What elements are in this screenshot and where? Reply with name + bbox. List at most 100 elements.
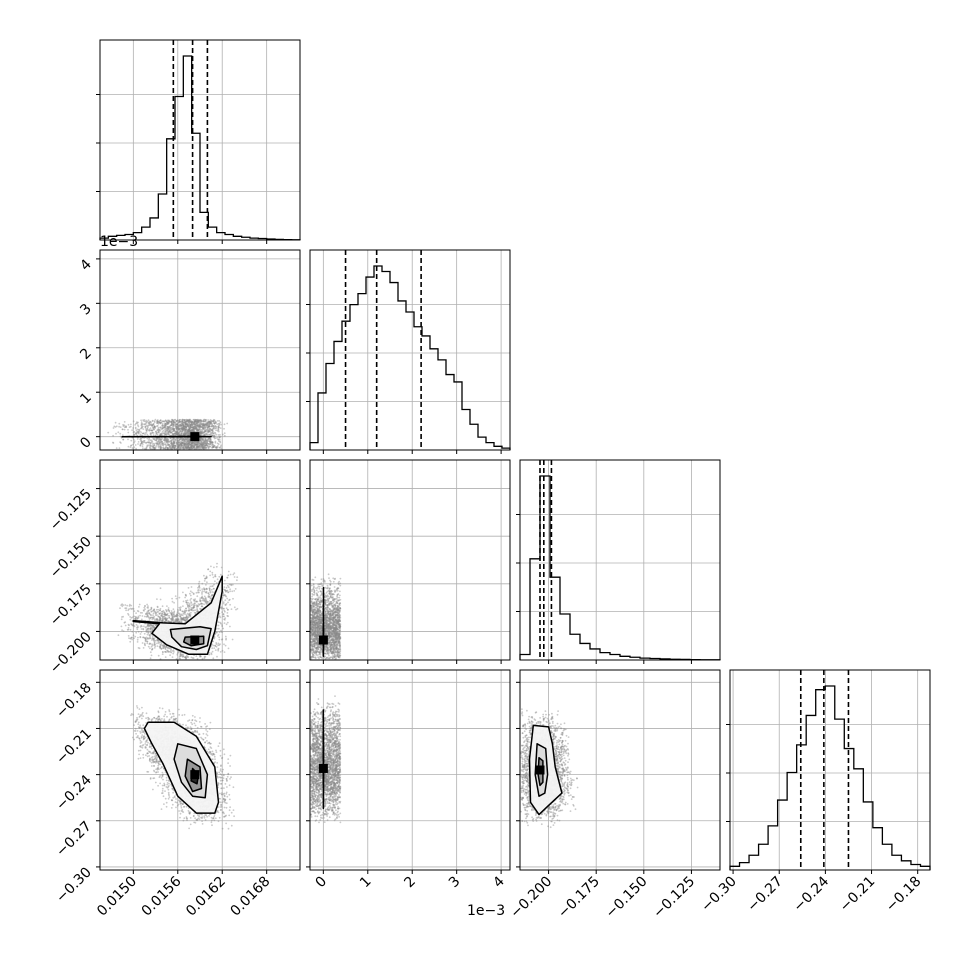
scatter-point	[167, 649, 169, 652]
scatter-point	[184, 422, 187, 425]
scatter-point	[176, 432, 179, 434]
scatter-point	[146, 633, 149, 636]
scatter-point	[185, 619, 188, 621]
scatter-point	[214, 425, 217, 428]
scatter-point	[127, 609, 130, 612]
scatter-point	[133, 637, 135, 640]
scatter-point	[209, 432, 212, 434]
scatter-point	[185, 420, 188, 423]
x-tick-label: −0.27	[744, 874, 786, 916]
scatter-point	[201, 582, 204, 585]
scatter-point	[156, 433, 159, 436]
scatter-point	[181, 444, 183, 446]
scatter-point	[217, 627, 220, 630]
scatter-point	[166, 438, 169, 441]
scatter-point	[169, 437, 172, 440]
scatter-point	[169, 437, 172, 440]
scatter-point	[153, 446, 156, 449]
scatter-point	[186, 437, 189, 439]
scatter-point	[215, 427, 217, 429]
scatter-point	[217, 426, 220, 429]
scatter-point	[135, 431, 138, 434]
scatter-point	[167, 646, 170, 649]
scatter-point	[209, 442, 212, 445]
scatter-point	[154, 643, 157, 646]
scatter-point	[218, 424, 221, 426]
scatter-point	[216, 429, 219, 432]
scatter-point	[172, 442, 175, 445]
scatter-point	[191, 591, 194, 594]
scatter-point	[175, 615, 178, 618]
scatter-point	[202, 446, 205, 449]
scatter-point	[147, 627, 149, 630]
scatter-point	[199, 589, 201, 592]
scatter-point	[124, 604, 127, 606]
scatter-point	[143, 420, 145, 422]
scatter-point	[150, 606, 153, 609]
scatter-point	[154, 645, 157, 648]
scatter-point	[182, 605, 184, 607]
scatter-point	[218, 440, 220, 442]
scatter-point	[140, 421, 143, 424]
scatter-point	[201, 424, 204, 427]
scatter-point	[173, 428, 176, 430]
scatter-point	[132, 438, 135, 441]
scatter-point	[189, 429, 191, 432]
scatter-point	[156, 639, 159, 642]
scatter-point	[153, 444, 156, 447]
scatter-point	[201, 442, 204, 445]
scatter-point	[211, 430, 214, 433]
y-tick-label: 4	[77, 256, 95, 274]
scatter-point	[151, 639, 153, 641]
scatter-point	[202, 427, 205, 429]
scatter-point	[172, 445, 175, 448]
scatter-point	[217, 642, 220, 645]
scatter-point	[197, 582, 200, 585]
scatter-point	[133, 610, 136, 612]
scatter-point	[180, 434, 182, 437]
scatter-point	[171, 444, 174, 447]
scatter-point	[194, 441, 197, 443]
scatter-point	[178, 447, 180, 449]
scatter-point	[221, 625, 224, 628]
scatter-point	[198, 426, 201, 429]
scatter-point	[149, 432, 152, 434]
scatter-point	[137, 616, 140, 619]
scatter-point	[204, 444, 207, 447]
scatter-point	[185, 446, 188, 448]
scatter-point	[205, 584, 207, 586]
scatter-point	[229, 625, 231, 628]
scatter-point	[128, 624, 130, 627]
scatter-point	[192, 426, 195, 429]
scatter-point	[203, 427, 205, 429]
scatter-point	[185, 657, 188, 659]
scatter-point	[222, 602, 225, 605]
scatter-point	[147, 441, 149, 444]
scatter-point	[209, 437, 211, 440]
scatter-point	[205, 587, 208, 590]
scatter-point	[193, 444, 196, 446]
scatter-point	[117, 634, 120, 637]
scatter-point	[190, 597, 193, 600]
scatter-point	[192, 446, 195, 449]
scatter-point	[224, 599, 227, 602]
scatter-point	[135, 612, 137, 614]
scatter-point	[174, 440, 176, 443]
scatter-point	[211, 434, 214, 437]
scatter-point	[133, 440, 136, 443]
scatter-point	[221, 611, 223, 614]
scatter-point	[135, 422, 137, 425]
scatter-point	[225, 637, 227, 640]
scatter-point	[211, 647, 214, 650]
scatter-point	[172, 441, 175, 443]
scatter-point	[186, 599, 189, 602]
scatter-point	[152, 614, 154, 616]
scatter-point	[224, 644, 227, 647]
scatter-point	[186, 419, 189, 422]
scatter-point	[190, 446, 193, 449]
scatter-point	[187, 446, 190, 449]
scatter-point	[203, 445, 206, 448]
scatter-point	[188, 447, 191, 450]
scatter-point	[152, 423, 154, 426]
scatter-point	[167, 419, 170, 422]
